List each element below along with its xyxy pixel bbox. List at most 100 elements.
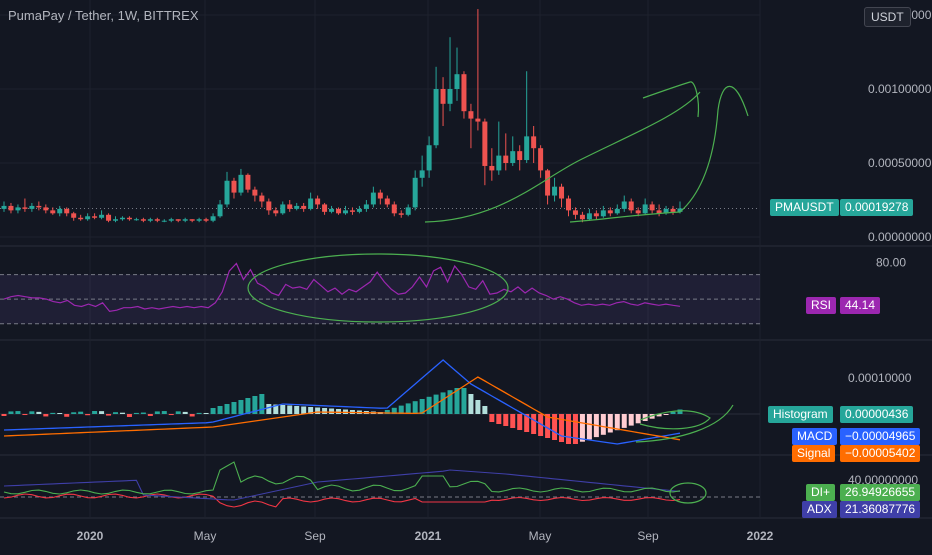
candle <box>391 204 397 214</box>
candle <box>238 174 244 193</box>
candle <box>140 219 146 221</box>
candle <box>266 201 272 211</box>
di-plus-value-label: 26.94926655 <box>840 484 921 501</box>
macd-histogram-bar <box>635 414 641 424</box>
candle <box>217 204 223 217</box>
histogram-value-label: 0.00000436 <box>840 406 914 423</box>
candle <box>29 205 35 209</box>
macd-histogram-bar <box>308 407 314 414</box>
macd-histogram-bar <box>677 409 683 414</box>
candle <box>189 219 195 221</box>
macd-histogram-bar <box>391 407 397 414</box>
macd-histogram-bar <box>419 399 425 414</box>
drawing-trend-line <box>424 91 701 223</box>
macd-histogram-bar <box>384 410 390 414</box>
macd-histogram-bar <box>92 411 98 414</box>
candle <box>280 204 286 214</box>
candle <box>384 198 390 205</box>
candle <box>621 201 627 209</box>
macd-histogram-bar <box>538 414 544 436</box>
candle <box>475 118 481 122</box>
macd-histogram-bar <box>168 414 174 416</box>
candle <box>78 217 84 220</box>
macd-histogram-bar <box>203 412 209 414</box>
di-plus-line <box>3 461 681 495</box>
macd-histogram-bar <box>259 394 265 414</box>
macd-histogram-bar <box>126 414 132 417</box>
candle <box>259 195 265 202</box>
candle <box>22 207 28 209</box>
candle <box>614 208 620 214</box>
candle <box>224 180 230 205</box>
macd-histogram-bar <box>147 414 153 416</box>
macd-histogram-bar <box>36 411 42 414</box>
macd-histogram-bar <box>294 406 300 414</box>
macd-histogram-bar <box>426 396 432 414</box>
candle <box>210 216 216 221</box>
candle <box>510 151 516 163</box>
di-minus-line <box>3 493 681 508</box>
candle <box>231 180 237 193</box>
candle <box>85 216 91 220</box>
macd-histogram-bar <box>15 411 21 414</box>
rsi-tick-label: 80.00 <box>876 255 906 269</box>
macd-histogram-bar <box>621 414 627 428</box>
macd-histogram-bar <box>482 406 488 414</box>
candle <box>99 214 105 218</box>
macd-histogram-bar <box>71 412 77 414</box>
macd-histogram-bar <box>273 404 279 414</box>
macd-histogram-bar <box>579 414 585 442</box>
macd-histogram-bar <box>154 411 160 414</box>
candle <box>607 210 613 214</box>
candle <box>503 155 509 163</box>
price-tick-label: 0.00050000 <box>868 156 932 170</box>
candle <box>147 219 153 221</box>
candle <box>175 219 181 221</box>
candle <box>405 207 411 215</box>
candle <box>370 192 376 205</box>
macd-histogram-bar <box>503 414 509 426</box>
candle <box>586 213 592 220</box>
candle <box>252 189 258 196</box>
candle <box>133 219 139 221</box>
candle <box>15 207 21 211</box>
candle <box>50 210 56 214</box>
macd-histogram-bar <box>175 411 181 414</box>
candle <box>322 204 328 212</box>
candle <box>57 208 63 214</box>
x-tick-label: 2020 <box>77 529 104 543</box>
rsi-line <box>3 262 681 313</box>
chart-title: PumaPay / Tether, 1W, BITTREX <box>8 8 199 23</box>
macd-histogram-bar <box>552 414 558 440</box>
adx-value-label: 21.36087776 <box>840 501 921 518</box>
x-tick-label: 2022 <box>747 529 774 543</box>
macd-histogram-bar <box>559 414 565 442</box>
candle <box>308 198 314 209</box>
macd-histogram-bar <box>29 411 35 414</box>
candle <box>92 216 98 218</box>
adx-label: ADX <box>802 501 837 518</box>
macd-histogram-bar <box>496 414 502 424</box>
candle <box>349 210 355 212</box>
macd-histogram-bar <box>85 414 91 416</box>
macd-histogram-bar <box>670 411 676 414</box>
currency-button[interactable]: USDT <box>864 7 911 27</box>
macd-histogram-bar <box>266 404 272 414</box>
candle <box>43 207 49 211</box>
macd-histogram-bar <box>412 401 418 414</box>
macd-histogram-bar <box>22 414 28 416</box>
candle <box>64 208 70 214</box>
price-tick-label: 0.00100000 <box>868 82 932 96</box>
candle <box>565 198 571 211</box>
candle <box>273 210 279 214</box>
candle <box>196 219 202 221</box>
candle <box>426 145 432 171</box>
candle <box>336 208 342 214</box>
macd-histogram-bar <box>43 414 49 417</box>
candle <box>579 214 585 220</box>
macd-histogram-bar <box>210 408 216 414</box>
candle <box>412 177 418 208</box>
histogram-label: Histogram <box>768 406 833 423</box>
x-tick-label: May <box>194 529 217 543</box>
